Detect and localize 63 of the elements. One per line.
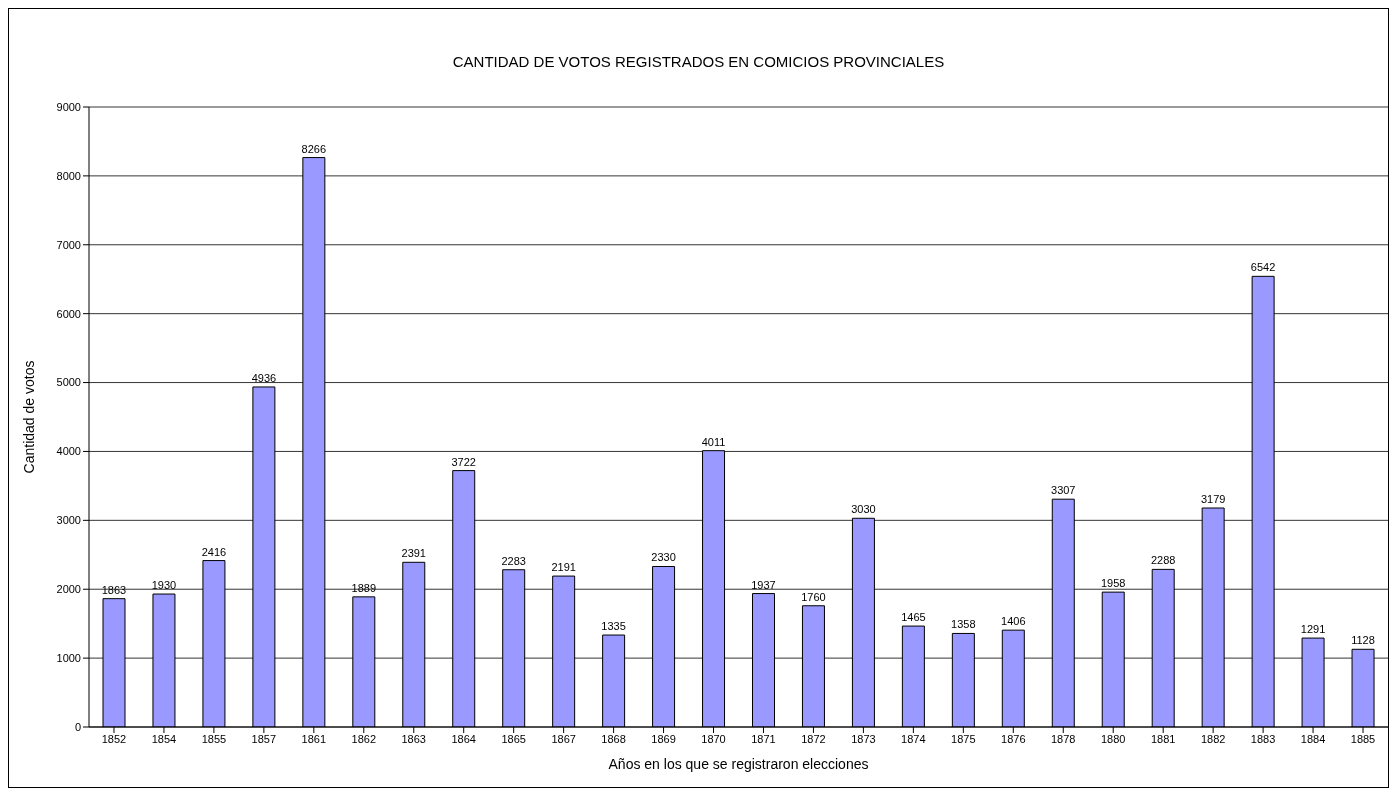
x-tick-label: 1868 <box>601 732 626 745</box>
x-tick-label: 1862 <box>351 732 377 745</box>
x-tick-label: 1861 <box>301 732 327 745</box>
x-tick-label: 1876 <box>1001 732 1026 745</box>
x-tick-label: 1869 <box>651 732 676 745</box>
data-label: 3179 <box>1200 493 1226 505</box>
y-tick-label: 8000 <box>56 169 81 182</box>
x-tick-label: 1874 <box>901 732 926 745</box>
data-label: 3307 <box>1051 484 1076 497</box>
data-label: 2283 <box>501 554 526 567</box>
data-label: 3722 <box>451 455 476 468</box>
x-tick-label: 1867 <box>551 732 576 745</box>
y-tick-label: 0 <box>74 720 81 733</box>
data-label: 8266 <box>301 142 327 155</box>
y-tick-label: 2000 <box>56 583 81 596</box>
data-label: 2191 <box>551 561 576 574</box>
y-tick-label: 6000 <box>56 307 81 320</box>
data-label: 4936 <box>251 371 277 384</box>
data-label: 2391 <box>401 547 427 560</box>
x-tick-label: 1875 <box>951 732 976 745</box>
x-tick-label: 1883 <box>1250 732 1276 745</box>
chart-title: CANTIDAD DE VOTOS REGISTRADOS EN COMICIOS PROVINCIALES <box>451 53 946 70</box>
y-tick-label: 9000 <box>56 100 81 113</box>
data-label: 2416 <box>201 545 227 558</box>
data-label: 1760 <box>801 590 826 603</box>
x-tick-label: 1864 <box>451 732 476 745</box>
data-label: 1930 <box>151 579 177 592</box>
data-label: 4011 <box>701 435 726 448</box>
x-tick-label: 1882 <box>1200 732 1226 745</box>
y-tick-label: 4000 <box>56 445 81 458</box>
y-tick-label: 5000 <box>56 376 81 389</box>
data-label: 2288 <box>1150 554 1176 567</box>
x-tick-label: 1878 <box>1051 732 1076 745</box>
data-label: 1128 <box>1351 634 1375 647</box>
x-tick-label: 1865 <box>501 732 526 745</box>
x-tick-label: 1852 <box>101 732 127 745</box>
data-label: 1358 <box>951 618 976 631</box>
data-label: 1335 <box>601 620 626 633</box>
data-label: 1406 <box>1001 615 1026 628</box>
x-tick-label: 1873 <box>851 732 876 745</box>
y-axis-title: Cantidad de votos <box>20 360 37 474</box>
x-tick-label: 1854 <box>151 732 177 745</box>
x-tick-label: 1880 <box>1100 732 1126 745</box>
x-tick-label: 1870 <box>701 732 726 745</box>
x-tick-label: 1885 <box>1350 732 1376 745</box>
data-label: 1958 <box>1100 577 1126 590</box>
data-label: 6542 <box>1250 261 1276 274</box>
x-tick-label: 1881 <box>1150 732 1176 745</box>
data-label: 1937 <box>751 578 776 591</box>
x-tick-label: 1884 <box>1300 732 1326 745</box>
data-label: 2330 <box>651 551 676 564</box>
x-tick-label: 1857 <box>251 732 277 745</box>
y-tick-label: 3000 <box>56 514 81 527</box>
data-label: 1291 <box>1300 623 1326 636</box>
y-tick-label: 1000 <box>56 652 81 665</box>
data-label: 3030 <box>851 503 876 516</box>
x-tick-label: 1863 <box>401 732 426 745</box>
x-axis-title: Años en los que se registraron elecciones <box>608 756 869 772</box>
x-tick-label: 1872 <box>801 732 826 745</box>
data-label: 1465 <box>901 611 926 624</box>
x-tick-label: 1871 <box>751 732 776 745</box>
x-tick-label: 1855 <box>201 732 227 745</box>
y-tick-label: 7000 <box>56 238 81 251</box>
